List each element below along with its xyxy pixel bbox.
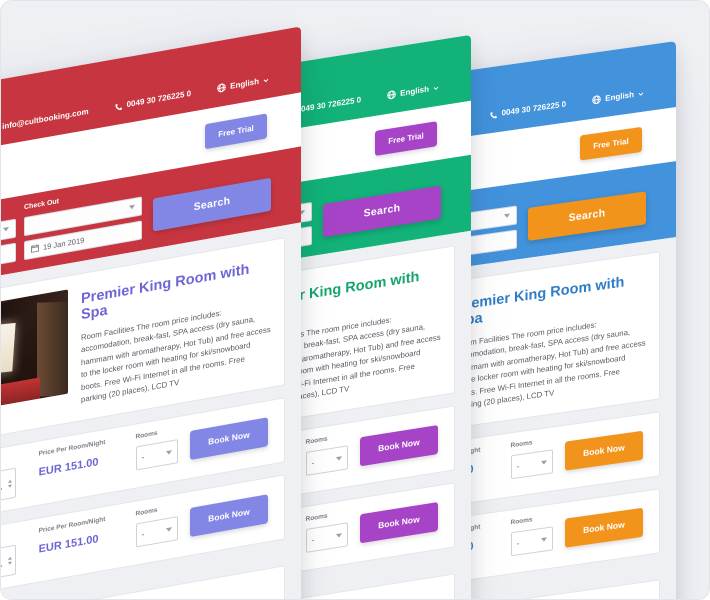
language-text: English: [400, 84, 429, 99]
chevron-down-icon: [433, 86, 439, 90]
book-now-button[interactable]: Book Now: [564, 507, 643, 548]
phone-text: 0049 30 726225 0: [126, 88, 192, 110]
chevron-down-icon: [504, 213, 510, 219]
search-panel: Check Out 19 Jan 2019 Search: [1, 146, 301, 285]
chevron-down-icon: [540, 537, 547, 542]
rooms-label: Rooms: [135, 506, 158, 518]
checkin-date-input[interactable]: [1, 242, 16, 271]
topbar: info@cultbooking.com 0049 30 726225 0 En…: [1, 26, 301, 156]
person-stepper[interactable]: [1, 544, 16, 581]
chevron-down-icon: [540, 460, 547, 465]
person-stepper[interactable]: [1, 467, 16, 504]
book-now-button[interactable]: Book Now: [359, 424, 438, 467]
rooms-label: Rooms: [135, 429, 158, 441]
language-text: English: [605, 90, 634, 104]
search-button[interactable]: Search: [153, 177, 271, 232]
rooms-stepper[interactable]: -: [510, 449, 553, 480]
language-selector[interactable]: English: [387, 83, 439, 100]
rooms-stepper[interactable]: -: [510, 526, 553, 557]
stepper-arrows: [8, 479, 12, 488]
free-trial-button[interactable]: Free Trial: [205, 112, 267, 149]
minus-glyph: -: [311, 534, 315, 545]
chevron-down-icon: [335, 533, 342, 539]
date-text: 19 Jan 2019: [43, 235, 85, 252]
free-trial-button[interactable]: Free Trial: [375, 120, 437, 156]
contact-email-link[interactable]: info@cultbooking.com: [1, 106, 89, 134]
room-photo: [1, 289, 68, 410]
person-icon: [1, 563, 2, 569]
rooms-label: Rooms: [305, 435, 328, 446]
minus-glyph: -: [516, 537, 520, 549]
rooms-stepper[interactable]: -: [305, 445, 348, 476]
book-now-button[interactable]: Book Now: [564, 430, 643, 471]
search-button[interactable]: Search: [323, 185, 441, 237]
rooms-stepper[interactable]: -: [135, 515, 178, 548]
chevron-down-icon: [129, 204, 135, 210]
checkin-field-group: [1, 206, 16, 271]
minus-glyph: -: [516, 460, 520, 472]
rooms-stepper[interactable]: -: [135, 438, 178, 471]
search-button[interactable]: Search: [528, 190, 646, 241]
globe-icon: [387, 90, 396, 100]
mockup-red: info@cultbooking.com 0049 30 726225 0 En…: [1, 26, 301, 599]
person-label: Person: [1, 530, 27, 545]
minus-glyph: -: [311, 457, 315, 468]
phone-icon: [114, 103, 122, 110]
phone-text: 0049 30 726225 0: [296, 95, 362, 115]
price-value: EUR 151.00: [38, 455, 99, 479]
person-icon: [1, 486, 2, 492]
chevron-down-icon: [335, 456, 342, 462]
results-area: Premier King Room with Spa Room Faciliti…: [1, 222, 301, 599]
stepper-arrows: [8, 556, 12, 565]
price-value: EUR 151.00: [38, 532, 99, 556]
room-description: Room Facilities The room price includes:…: [456, 320, 646, 412]
language-selector[interactable]: English: [592, 89, 644, 105]
globe-icon: [217, 83, 226, 93]
minus-glyph: -: [141, 451, 145, 463]
phone-text: 0049 30 726225 0: [501, 99, 567, 118]
rooms-stepper[interactable]: -: [305, 522, 348, 553]
minus-glyph: -: [141, 528, 145, 540]
language-text: English: [230, 76, 259, 91]
chevron-down-icon: [638, 91, 644, 96]
checkout-date-input[interactable]: 19 Jan 2019: [24, 220, 142, 261]
contact-phone-link[interactable]: 0049 30 726225 0: [489, 99, 567, 120]
checkout-field-group: Check Out 19 Jan 2019: [24, 183, 142, 261]
chevron-down-icon: [165, 450, 172, 456]
rooms-label: Rooms: [510, 439, 533, 450]
chevron-down-icon: [165, 527, 172, 533]
globe-icon: [592, 95, 601, 105]
person-label: Person: [1, 453, 27, 468]
language-selector[interactable]: English: [217, 75, 269, 93]
chevron-down-icon: [263, 78, 269, 82]
calendar-icon: [31, 244, 39, 254]
book-now-button[interactable]: Book Now: [189, 494, 268, 537]
book-now-button[interactable]: Book Now: [189, 417, 268, 460]
contact-phone-link[interactable]: 0049 30 726225 0: [114, 88, 192, 111]
email-text: info@cultbooking.com: [2, 106, 89, 132]
rooms-label: Rooms: [305, 512, 328, 523]
book-now-button[interactable]: Book Now: [359, 501, 438, 544]
free-trial-button[interactable]: Free Trial: [580, 126, 642, 161]
phone-icon: [489, 111, 497, 118]
rooms-label: Rooms: [510, 516, 533, 527]
chevron-down-icon: [3, 227, 9, 233]
